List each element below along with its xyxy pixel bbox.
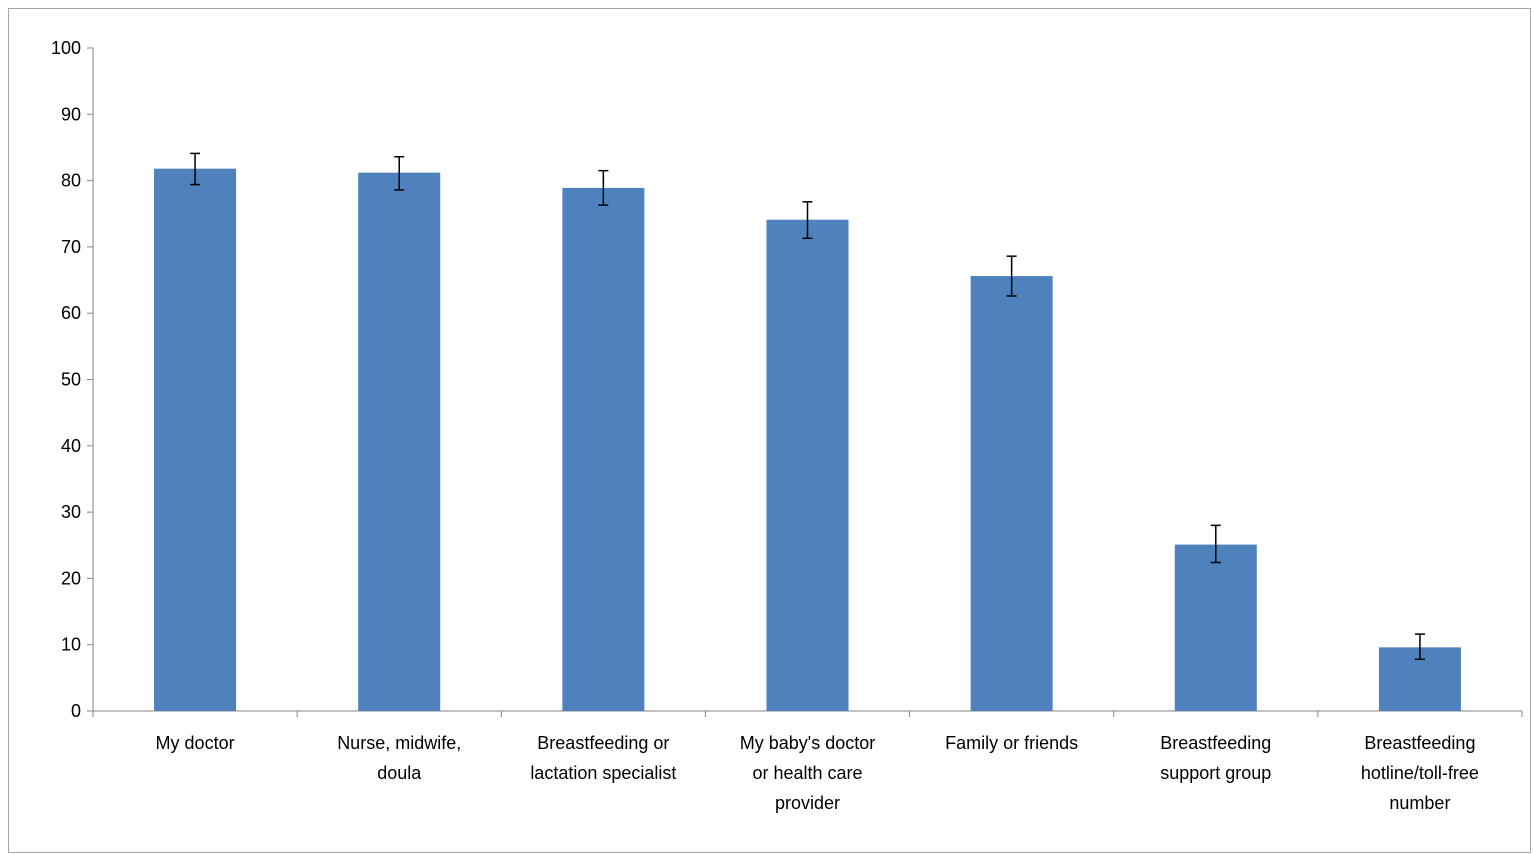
y-tick-label: 10 <box>61 635 81 655</box>
bar <box>970 276 1053 711</box>
bar <box>562 187 645 711</box>
x-category-label: Nurse, midwife, <box>337 733 461 753</box>
y-tick-label: 70 <box>61 237 81 257</box>
y-tick-label: 50 <box>61 370 81 390</box>
y-tick-label: 0 <box>71 701 81 721</box>
y-tick-label: 90 <box>61 104 81 124</box>
bar <box>766 219 849 712</box>
x-category-label: Breastfeeding or <box>537 733 669 753</box>
bar <box>154 168 237 711</box>
y-tick-label: 60 <box>61 303 81 323</box>
y-tick-label: 40 <box>61 436 81 456</box>
x-category-label: My doctor <box>156 733 235 753</box>
y-tick-label: 30 <box>61 502 81 522</box>
x-category-label: provider <box>775 793 840 813</box>
x-category-label: Breastfeeding <box>1364 733 1475 753</box>
x-category-label: Breastfeeding <box>1160 733 1271 753</box>
x-category-label: support group <box>1160 763 1271 783</box>
chart-frame: 0 10 20 30 40 50 60 70 80 90 100 My doctor Nurse, mi… <box>8 8 1531 853</box>
x-category-label: doula <box>377 763 422 783</box>
x-category-label: Family or friends <box>945 733 1078 753</box>
y-tick-label: 80 <box>61 171 81 191</box>
x-category-label: hotline/toll-free <box>1361 763 1479 783</box>
x-category-label: or health care <box>752 763 862 783</box>
bar <box>1174 544 1257 711</box>
x-category-label: number <box>1389 793 1450 813</box>
bar <box>358 172 441 712</box>
y-tick-label: 100 <box>51 38 81 58</box>
x-category-label: My baby's doctor <box>740 733 876 753</box>
x-category-label: lactation specialist <box>530 763 676 783</box>
bar-chart: 0 10 20 30 40 50 60 70 80 90 100 My doctor Nurse, mi… <box>51 38 1523 813</box>
y-tick-label: 20 <box>61 568 81 588</box>
